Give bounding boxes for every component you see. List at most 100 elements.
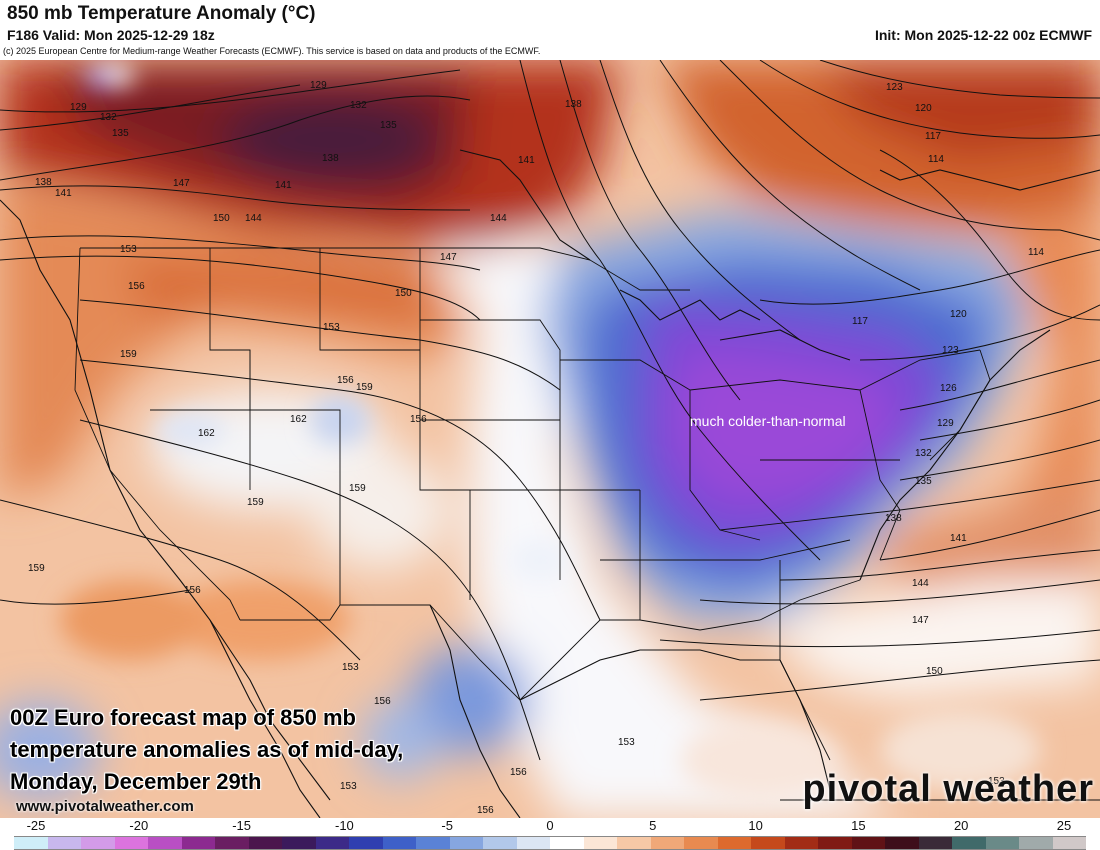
anomaly-detail-shading [60, 63, 1040, 800]
colorbar-swatch [181, 837, 215, 849]
colorbar-swatch [81, 837, 115, 849]
contour-labels: 129 129 132 135 132 135 138 138 138 141 … [28, 80, 1044, 816]
contour-label: 153 [618, 737, 635, 748]
colorbar-legend [14, 836, 1086, 850]
anomaly-map-svg: 129 129 132 135 132 135 138 138 138 141 … [0, 60, 1100, 818]
height-contours [0, 60, 1100, 801]
colorbar-swatch [1019, 837, 1053, 849]
colorbar-tick-label: -5 [441, 818, 453, 833]
colorbar-swatch [416, 837, 450, 849]
website-link[interactable]: www.pivotalweather.com [16, 798, 194, 815]
contour-label: 123 [886, 82, 903, 93]
contour-label: 144 [490, 213, 507, 224]
contour-label: 132 [350, 100, 367, 111]
colorbar-swatch [449, 837, 483, 849]
contour-label: 144 [912, 578, 929, 589]
contour-label: 132 [100, 112, 117, 123]
colorbar-swatch [583, 837, 617, 849]
colorbar-swatch [717, 837, 751, 849]
contour-label: 156 [337, 375, 354, 386]
contour-label: 156 [184, 585, 201, 596]
colorbar-swatch [751, 837, 785, 849]
contour-label: 159 [349, 483, 366, 494]
colorbar-tick-label: 20 [953, 818, 969, 833]
colorbar-tick-label: 15 [851, 818, 866, 833]
contour-label: 150 [926, 666, 943, 677]
anomaly-shading [0, 60, 1100, 818]
contour-label: 153 [340, 781, 357, 792]
brand-logo: pivotal weather [802, 768, 1094, 810]
colorbar-swatch [617, 837, 651, 849]
contour-label: 114 [1028, 247, 1044, 258]
contour-label: 141 [275, 180, 292, 191]
contour-label: 114 [928, 154, 944, 165]
copyright-notice: (c) 2025 European Centre for Medium-rang… [3, 46, 541, 56]
colorbar-swatch [282, 837, 316, 849]
contour-label: 150 [213, 213, 230, 224]
contour-label: 138 [322, 153, 339, 164]
contour-label: 135 [112, 128, 129, 139]
contour-label: 129 [310, 80, 327, 91]
contour-label: 156 [477, 805, 494, 816]
contour-label: 162 [290, 414, 307, 425]
colorbar-swatch [985, 837, 1019, 849]
colorbar-swatch [550, 837, 584, 849]
contour-label: 141 [518, 155, 535, 166]
contour-label: 120 [915, 103, 932, 114]
contour-label: 138 [565, 99, 582, 110]
colorbar-tick-label: -15 [232, 818, 251, 833]
contour-label: 147 [440, 252, 457, 263]
contour-label: 126 [940, 383, 957, 394]
colorbar-swatch [382, 837, 416, 849]
anomaly-map: 129 129 132 135 132 135 138 138 138 141 … [0, 60, 1100, 818]
contour-label: 135 [915, 476, 932, 487]
contour-label: 159 [120, 349, 137, 360]
coastlines [0, 149, 1100, 818]
colorbar-swatch [784, 837, 818, 849]
contour-label: 153 [988, 776, 1005, 787]
map-title: 850 mb Temperature Anomaly (°C) [7, 3, 316, 24]
colorbar-swatch [918, 837, 952, 849]
contour-label: 162 [198, 428, 215, 439]
colorbar-tick-label: -20 [129, 818, 149, 833]
contour-label: 150 [395, 288, 412, 299]
contour-label: 141 [55, 188, 72, 199]
colorbar-swatch [684, 837, 718, 849]
map-header: 850 mb Temperature Anomaly (°C) F186 Val… [0, 0, 1100, 60]
contour-label: 144 [245, 213, 262, 224]
colorbar-swatch [885, 837, 919, 849]
contour-label: 129 [937, 418, 954, 429]
forecast-caption: 00Z Euro forecast map of 850 mb temperat… [10, 705, 404, 794]
colorbar-swatch [47, 837, 81, 849]
contour-label: 120 [950, 309, 967, 320]
colorbar-ticks: -25 -20 -15 -10 -5 0 5 10 15 20 25 [0, 818, 1100, 836]
colorbar-swatch [14, 837, 48, 849]
colorbar-swatch [516, 837, 550, 849]
contour-label: 141 [950, 533, 967, 544]
contour-label: 117 [852, 316, 868, 327]
contour-label: 129 [70, 102, 87, 113]
colorbar-swatch [349, 837, 383, 849]
contour-label: 159 [356, 382, 373, 393]
contour-label: 147 [912, 615, 929, 626]
contour-label: 147 [173, 178, 190, 189]
colorbar-swatch [818, 837, 852, 849]
colorbar-tick-label: 0 [546, 818, 554, 833]
colorbar-swatch [952, 837, 986, 849]
colorbar-swatch [114, 837, 148, 849]
colorbar-swatch [215, 837, 249, 849]
colorbar-tick-label: 10 [748, 818, 763, 833]
contour-label: 153 [342, 662, 359, 673]
init-time: Init: Mon 2025-12-22 00z ECMWF [874, 27, 1092, 43]
colorbar-tick-label: -10 [334, 818, 354, 833]
colorbar-swatch [148, 837, 182, 849]
colorbar-tick-label: -25 [26, 818, 46, 833]
contour-label: 156 [374, 696, 391, 707]
contour-label: 132 [915, 448, 932, 459]
contour-label: 156 [510, 767, 527, 778]
contour-label: 159 [28, 563, 45, 574]
contour-label: 156 [410, 414, 427, 425]
valid-time: F186 Valid: Mon 2025-12-29 18z [7, 27, 215, 43]
colorbar-swatch [483, 837, 517, 849]
colorbar-tick-label: 25 [1056, 818, 1072, 833]
